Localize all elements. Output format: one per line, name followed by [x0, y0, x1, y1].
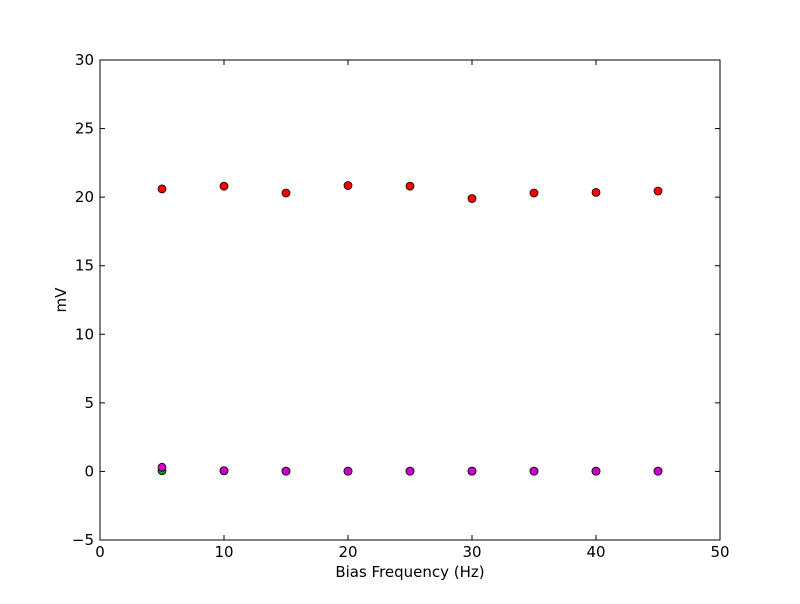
data-point-series-3 — [467, 466, 477, 476]
y-tick-label: 10 — [75, 325, 94, 343]
data-point-series-3 — [653, 466, 663, 476]
y-tick-label: 0 — [84, 462, 94, 480]
plot-frame — [99, 59, 721, 541]
data-point-series-3 — [343, 466, 353, 476]
y-tick-label: 30 — [75, 51, 94, 69]
data-point-series-1 — [157, 184, 167, 194]
y-tick-label: 15 — [75, 257, 94, 275]
data-point-series-1 — [591, 187, 601, 197]
x-tick-label: 0 — [95, 543, 105, 561]
data-point-series-3 — [405, 466, 415, 476]
data-point-series-3 — [157, 462, 167, 472]
data-point-series-1 — [653, 186, 663, 196]
x-tick-label: 50 — [710, 543, 729, 561]
y-tick-label: −5 — [72, 531, 94, 549]
y-tick-label: 25 — [75, 120, 94, 138]
data-point-series-1 — [281, 188, 291, 198]
data-point-series-1 — [467, 194, 477, 203]
data-point-series-1 — [529, 188, 539, 198]
plot-background — [100, 60, 720, 540]
x-tick-label: 20 — [338, 543, 357, 561]
x-axis-label: Bias Frequency (Hz) — [335, 563, 484, 581]
data-point-series-3 — [281, 466, 291, 476]
data-point-series-3 — [591, 466, 601, 476]
data-point-series-3 — [529, 466, 539, 476]
x-tick-label: 10 — [214, 543, 233, 561]
y-axis-label: mV — [52, 287, 70, 313]
x-tick-label: 40 — [586, 543, 605, 561]
x-tick-label: 30 — [462, 543, 481, 561]
y-tick-label: 5 — [84, 394, 94, 412]
data-point-series-3 — [219, 466, 229, 476]
data-marks — [157, 181, 663, 476]
data-point-series-1 — [219, 181, 229, 191]
data-point-series-1 — [343, 181, 353, 190]
y-tick-label: 20 — [75, 188, 94, 206]
data-point-series-1 — [405, 181, 415, 191]
